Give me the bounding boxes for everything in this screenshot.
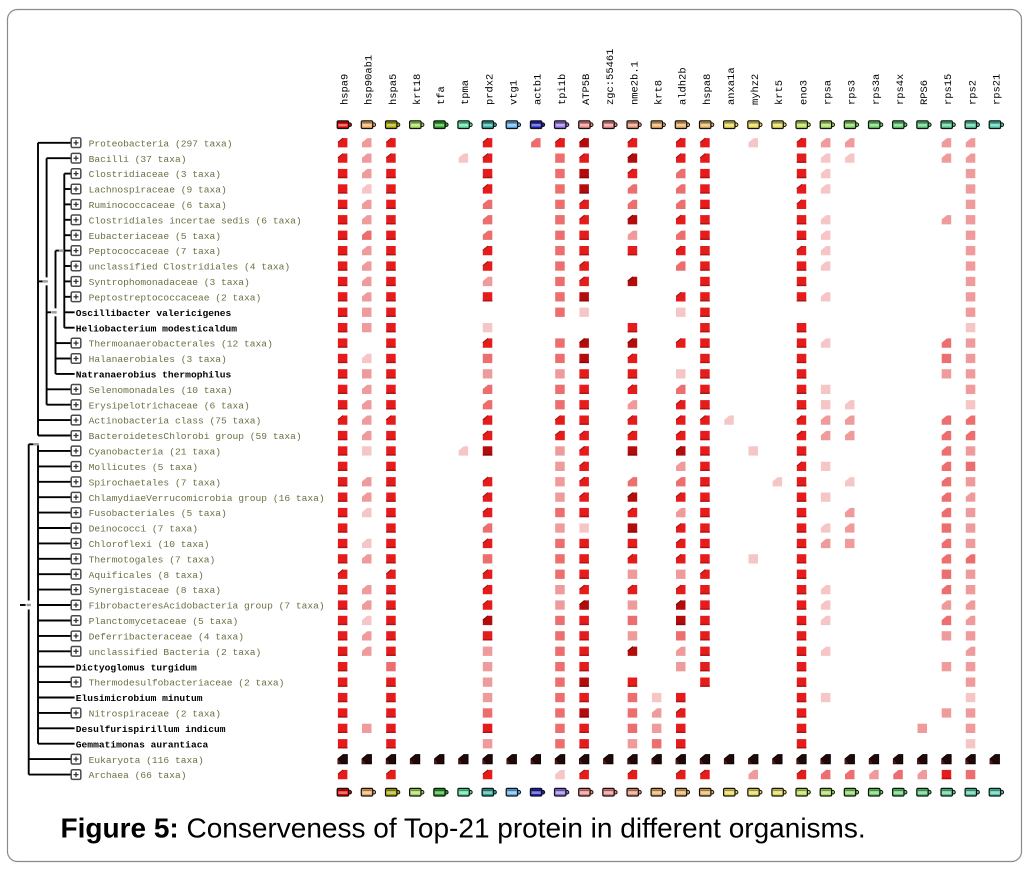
svg-text:Aquificales (8 taxa): Aquificales (8 taxa) bbox=[89, 570, 204, 581]
svg-text:hsp90ab1: hsp90ab1 bbox=[364, 55, 376, 105]
svg-text:myhz2: myhz2 bbox=[750, 74, 762, 105]
svg-text:tfa: tfa bbox=[436, 86, 448, 105]
svg-text:Desulfurispirillum indicum: Desulfurispirillum indicum bbox=[76, 724, 226, 735]
svg-text:rpsa: rpsa bbox=[823, 80, 835, 105]
svg-text:rps21: rps21 bbox=[992, 74, 1004, 105]
svg-text:Deinococci (7 taxa): Deinococci (7 taxa) bbox=[89, 524, 198, 535]
svg-text:tpma: tpma bbox=[460, 80, 472, 105]
svg-text:Actinobacteria class (75 taxa): Actinobacteria class (75 taxa) bbox=[89, 416, 262, 427]
svg-text:Clostridiaceae (3 taxa): Clostridiaceae (3 taxa) bbox=[89, 169, 221, 180]
svg-text:Deferribacteraceae (4 taxa): Deferribacteraceae (4 taxa) bbox=[89, 632, 244, 643]
svg-text:tpi1b: tpi1b bbox=[557, 74, 569, 105]
svg-text:hspa9: hspa9 bbox=[340, 74, 352, 105]
svg-text:krt18: krt18 bbox=[412, 74, 424, 105]
svg-text:Planctomycetaceae (5 taxa): Planctomycetaceae (5 taxa) bbox=[89, 616, 239, 627]
svg-text:Thermotogales (7 taxa): Thermotogales (7 taxa) bbox=[89, 554, 216, 565]
svg-text:Proteobacteria (297 taxa): Proteobacteria (297 taxa) bbox=[89, 138, 233, 149]
svg-text:Chloroflexi (10 taxa): Chloroflexi (10 taxa) bbox=[89, 539, 210, 550]
svg-text:krt8: krt8 bbox=[653, 80, 665, 105]
svg-text:Oscillibacter valericigenes: Oscillibacter valericigenes bbox=[76, 308, 232, 319]
svg-text:Archaea (66 taxa): Archaea (66 taxa) bbox=[89, 770, 187, 781]
svg-text:Mollicutes (5 taxa): Mollicutes (5 taxa) bbox=[89, 462, 198, 473]
svg-text:Eukaryota (116 taxa): Eukaryota (116 taxa) bbox=[89, 755, 204, 766]
svg-text:Lachnospiraceae (9 taxa): Lachnospiraceae (9 taxa) bbox=[89, 185, 227, 196]
svg-text:rps2: rps2 bbox=[967, 80, 979, 105]
svg-text:vtg1: vtg1 bbox=[509, 80, 521, 105]
svg-text:rps4x: rps4x bbox=[895, 74, 907, 105]
svg-text:FibrobacteresAcidobacteria gro: FibrobacteresAcidobacteria group (7 taxa… bbox=[89, 601, 325, 612]
svg-text:Gemmatimonas aurantiaca: Gemmatimonas aurantiaca bbox=[76, 739, 209, 750]
svg-text:hspa5: hspa5 bbox=[388, 74, 400, 105]
svg-text:unclassified Clostridiales (4: unclassified Clostridiales (4 taxa) bbox=[89, 262, 291, 273]
svg-text:Peptococcaceae (7 taxa): Peptococcaceae (7 taxa) bbox=[89, 246, 221, 257]
svg-text:eno3: eno3 bbox=[798, 80, 810, 105]
svg-text:Bacilli (37 taxa): Bacilli (37 taxa) bbox=[89, 154, 187, 165]
svg-text:Clostridiales incertae sedis (: Clostridiales incertae sedis (6 taxa) bbox=[89, 215, 302, 226]
svg-text:Erysipelotrichaceae (6 taxa): Erysipelotrichaceae (6 taxa) bbox=[89, 400, 250, 411]
svg-text:krt5: krt5 bbox=[774, 80, 786, 105]
svg-text:actb1: actb1 bbox=[533, 74, 545, 105]
svg-text:Dictyoglomus turgidum: Dictyoglomus turgidum bbox=[76, 662, 197, 673]
svg-text:Natranaerobius thermophilus: Natranaerobius thermophilus bbox=[76, 370, 232, 381]
svg-text:Nitrospiraceae (2 taxa): Nitrospiraceae (2 taxa) bbox=[89, 709, 221, 720]
svg-text:Heliobacterium modesticaldum: Heliobacterium modesticaldum bbox=[76, 323, 237, 334]
svg-text:Synergistaceae (8 taxa): Synergistaceae (8 taxa) bbox=[89, 585, 221, 596]
svg-text:prdx2: prdx2 bbox=[484, 74, 496, 105]
svg-text:ChlamydiaeVerrucomicrobia grou: ChlamydiaeVerrucomicrobia group (16 taxa… bbox=[89, 493, 325, 504]
svg-text:rps15: rps15 bbox=[943, 74, 955, 105]
svg-text:Elusimicrobium minutum: Elusimicrobium minutum bbox=[76, 693, 203, 704]
svg-text:Thermodesulfobacteriaceae (2 t: Thermodesulfobacteriaceae (2 taxa) bbox=[89, 678, 285, 689]
svg-text:Selenomonadales (10 taxa): Selenomonadales (10 taxa) bbox=[89, 385, 233, 396]
svg-text:nme2b.1: nme2b.1 bbox=[629, 61, 641, 105]
svg-text:anxa1a: anxa1a bbox=[726, 67, 738, 105]
svg-text:RPS6: RPS6 bbox=[919, 80, 931, 105]
svg-text:hspa8: hspa8 bbox=[702, 74, 714, 105]
svg-text:Peptostreptococcaceae (2 taxa): Peptostreptococcaceae (2 taxa) bbox=[89, 292, 262, 303]
svg-text:rps3a: rps3a bbox=[871, 74, 883, 105]
svg-text:unclassified Bacteria (2 taxa): unclassified Bacteria (2 taxa) bbox=[89, 647, 262, 658]
svg-text:BacteroidetesChlorobi group (5: BacteroidetesChlorobi group (59 taxa) bbox=[89, 431, 302, 442]
svg-text:rps3: rps3 bbox=[847, 80, 859, 105]
svg-text:Spirochaetales (7 taxa): Spirochaetales (7 taxa) bbox=[89, 477, 221, 488]
svg-text:aldh2b: aldh2b bbox=[678, 67, 690, 105]
svg-text:Cyanobacteria (21 taxa): Cyanobacteria (21 taxa) bbox=[89, 447, 221, 458]
svg-text:Figure 5: Conserveness of Top-: Figure 5: Conserveness of Top-21 protein… bbox=[61, 813, 866, 844]
svg-text:Ruminococcaceae (6 taxa): Ruminococcaceae (6 taxa) bbox=[89, 200, 227, 211]
svg-text:Syntrophomonadaceae (3 taxa): Syntrophomonadaceae (3 taxa) bbox=[89, 277, 250, 288]
svg-text:zgc:55461: zgc:55461 bbox=[605, 49, 617, 105]
svg-text:Thermoanaerobacterales (12 tax: Thermoanaerobacterales (12 taxa) bbox=[89, 339, 273, 350]
svg-text:Fusobacteriales (5 taxa): Fusobacteriales (5 taxa) bbox=[89, 508, 227, 519]
svg-text:ATP5B: ATP5B bbox=[581, 74, 593, 105]
svg-text:Halanaerobiales (3 taxa): Halanaerobiales (3 taxa) bbox=[89, 354, 227, 365]
svg-text:Eubacteriaceae (5 taxa): Eubacteriaceae (5 taxa) bbox=[89, 231, 221, 242]
